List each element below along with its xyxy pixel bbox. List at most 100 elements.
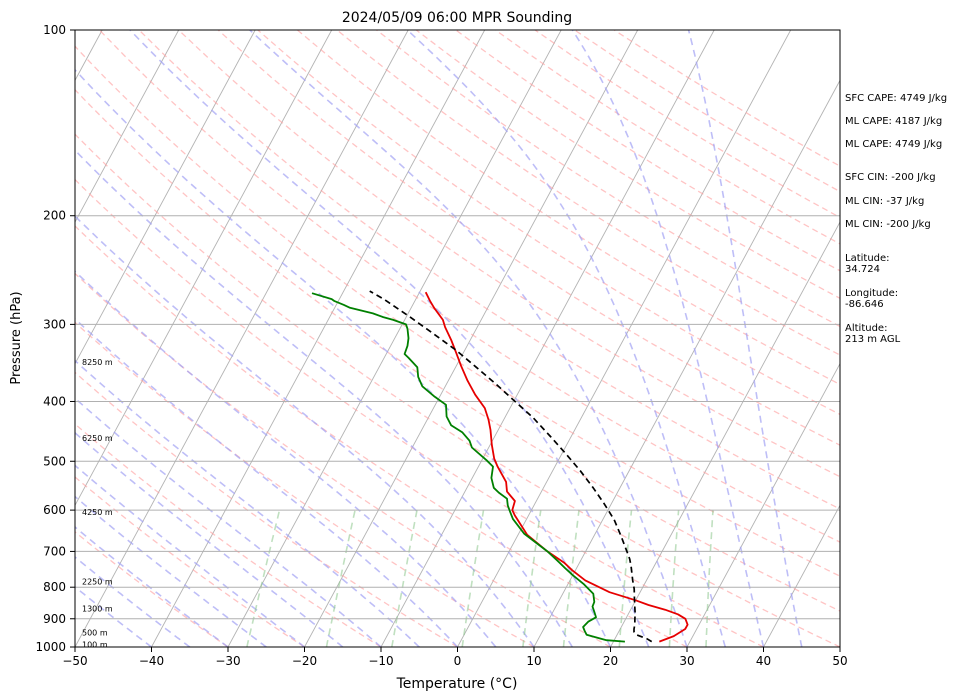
isotherm-line [686,362,840,647]
x-tick-label: 30 [679,654,694,668]
mixing-ratio-line [705,510,714,647]
height-label: 500 m [82,628,108,637]
moist-adiabat-line [75,270,497,647]
isotherm-line [151,30,486,647]
ml-cin-text-2: ML CIN: -200 J/kg [845,219,931,230]
dry-adiabat-line [75,476,305,647]
height-label: 1300 m [82,604,113,613]
y-axis-label: Pressure (hPa) [9,291,24,384]
mixing-ratio-line [618,510,633,647]
height-label: 2250 m [82,577,113,586]
x-tick-label: 0 [454,654,462,668]
moist-adiabat-line [687,30,803,647]
y-tick-label: 200 [43,209,66,223]
y-tick-label: 1000 [35,640,66,654]
moist-adiabat-line [75,555,191,647]
y-tick-label: 600 [43,503,66,517]
dry-adiabat-line [75,133,840,647]
y-tick-label: 900 [43,612,66,626]
y-axis: 100 200 300 400 500 600 700 800 900 1000 [35,23,75,654]
dry-adiabat-line [75,88,840,612]
latitude-label: Latitude: [845,253,890,264]
x-tick-label: −50 [62,654,87,668]
isotherm-line [610,221,840,647]
sfc-cape-text: SFC CAPE: 4749 J/kg [845,93,948,104]
background-lines [75,30,840,647]
longitude-value: -86.646 [845,299,884,310]
isotherm-line [457,30,792,647]
x-tick-label: 40 [756,654,771,668]
y-tick-label: 800 [43,580,66,594]
sfc-cin-text: SFC CIN: -200 J/kg [845,172,936,183]
x-tick-label: 50 [832,654,847,668]
mixing-ratio-line [246,509,281,647]
dry-adiabat-line [415,30,840,300]
dry-adiabat-line [138,30,840,510]
height-label: 8250 m [82,358,113,367]
moist-adiabat-line [75,495,267,647]
isotherm-line [75,30,409,647]
moist-adiabat-line [129,30,650,647]
isobar-grid [75,29,840,648]
dry-adiabat-line [75,423,382,647]
moist-adiabat-line [75,68,612,647]
y-tick-label: 300 [43,317,66,331]
dry-adiabat-line [75,225,688,647]
height-label: 4250 m [82,508,113,517]
ml-cape-text-2: ML CAPE: 4749 J/kg [845,139,943,150]
dry-adiabat-line [75,531,229,647]
moist-adiabat-line [406,30,727,647]
moist-adiabat-line [571,30,765,647]
dry-adiabat-line [178,30,840,478]
altitude-value: 213 m AGL [845,334,901,345]
isotherm-line [380,30,715,647]
chart-title: 2024/05/09 06:00 MPR Sounding [342,10,572,26]
moist-adiabat-line [75,149,573,647]
isotherm-line [75,30,333,507]
moist-adiabat-line [249,30,688,647]
moist-adiabat-line [75,317,459,647]
x-tick-label: 10 [526,654,541,668]
height-labels: 8250 m 6250 m 4250 m 2250 m 1300 m 500 m 100 m [82,358,113,649]
altitude-label: Altitude: [845,323,888,334]
ml-cin-text: ML CIN: -37 J/kg [845,196,925,207]
x-tick-label: −10 [368,654,393,668]
profile-line [311,292,625,643]
height-label: 100 m [82,640,108,649]
dry-adiabat-line [98,30,840,543]
isotherm-line [304,30,639,647]
isotherm-line [533,79,840,647]
x-axis-label: Temperature (°C) [396,676,518,692]
moist-adiabat-line [75,397,382,647]
x-axis: −50 −40 −30 −20 −10 0 10 20 30 40 50 [62,647,848,668]
x-tick-label: −40 [139,654,164,668]
dry-adiabat-line [75,272,611,647]
dry-adiabat-line [75,371,458,647]
mixing-ratio-line [668,510,680,647]
plot-frame [74,29,841,648]
ml-cape-text: ML CAPE: 4187 J/kg [845,116,943,127]
isotherm-line [763,504,840,647]
y-tick-label: 400 [43,394,66,408]
y-tick-label: 500 [43,454,66,468]
x-tick-label: −30 [215,654,240,668]
longitude-label: Longitude: [845,288,899,299]
dry-adiabat-line [75,178,764,647]
dry-adiabat-line [75,45,840,577]
profile-line [424,291,689,643]
moist-adiabat-line [75,359,420,647]
x-tick-label: −20 [292,654,317,668]
x-tick-label: 20 [603,654,618,668]
dry-adiabat-line [336,30,840,356]
moist-adiabat-line [75,215,535,647]
mixing-ratio-line [391,509,418,647]
profile-traces [311,290,689,643]
profile-line [369,290,653,643]
dry-adiabat-line [75,321,535,647]
isotherm-line [227,30,562,647]
isotherm-line [75,30,256,365]
latitude-value: 34.724 [845,264,880,275]
height-label: 6250 m [82,434,113,443]
dry-adiabat-line [296,30,840,386]
